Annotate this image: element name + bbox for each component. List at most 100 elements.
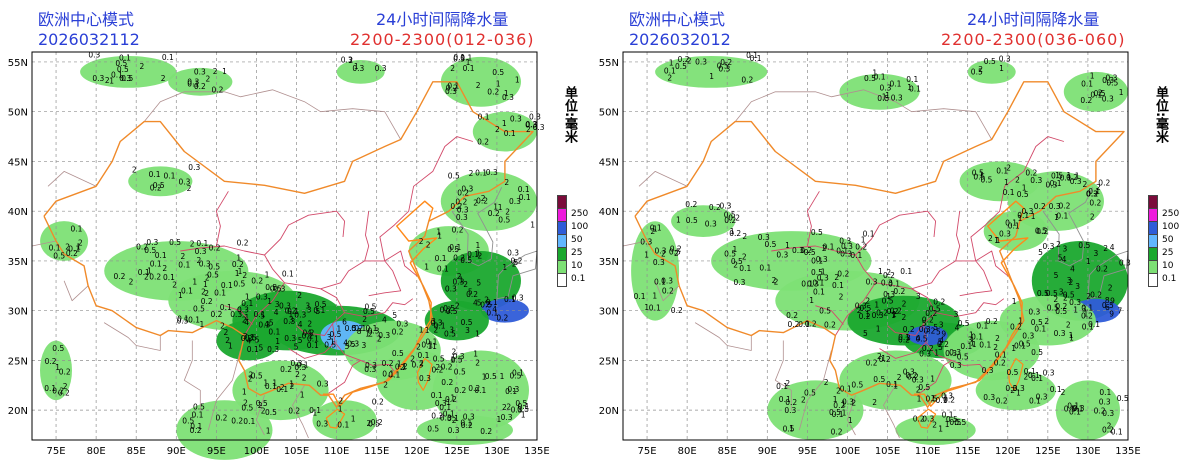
station-value: 1 <box>272 378 277 387</box>
station-value: 0.5 <box>446 307 458 316</box>
station-value: 2 <box>475 359 480 368</box>
station-value: 0.5 <box>1047 303 1059 312</box>
station-value: 1 <box>397 360 402 369</box>
station-value: 0.3 <box>368 327 380 336</box>
station-value: 2 <box>161 74 166 83</box>
valid-period: 2200-2300(012-036) <box>350 30 535 49</box>
station-value: 0.2 <box>670 245 682 254</box>
station-value: 0.3 <box>950 361 962 370</box>
station-value: 5 <box>351 340 356 349</box>
station-value: 1 <box>907 83 912 92</box>
station-value: 0.5 <box>1051 172 1063 181</box>
station-value: 0.1 <box>190 422 202 431</box>
precip-area <box>440 250 521 311</box>
lon-tick-label: 120E <box>995 446 1020 457</box>
lon-tick-label: 85E <box>718 446 737 457</box>
station-value: 0.1 <box>475 168 487 177</box>
station-value: 0.2 <box>211 310 223 319</box>
station-value: 0.1 <box>1008 221 1020 230</box>
station-value: 0.1 <box>313 306 325 315</box>
station-value: 2 <box>476 81 481 90</box>
precip-area <box>655 56 768 88</box>
station-value: 5 <box>1038 248 1043 257</box>
station-value: 0.1 <box>1081 304 1093 313</box>
station-value: 0.1 <box>254 310 266 319</box>
station-value: 2 <box>144 273 149 282</box>
valid-period: 2200-2300(036-060) <box>941 30 1126 49</box>
station-value: 0.1 <box>443 410 455 419</box>
legend-label: 10 <box>571 261 583 271</box>
station-value: 0.3 <box>445 285 457 294</box>
station-value: 1 <box>289 380 294 389</box>
province-border <box>180 245 285 336</box>
station-value: 0.5 <box>182 417 194 426</box>
station-value: 0.2 <box>913 414 925 423</box>
station-value: 0.2 <box>59 368 71 377</box>
station-value: 0.2 <box>785 398 797 407</box>
lat-tick-label: 25N <box>599 356 619 367</box>
station-value: 0.3 <box>982 366 994 375</box>
station-value: 0.2 <box>1055 302 1067 311</box>
station-value: 1 <box>354 62 359 71</box>
station-value: 0.2 <box>440 305 452 314</box>
station-value: 0.1 <box>1050 179 1062 188</box>
station-value: 5 <box>477 298 482 307</box>
precip-area <box>999 295 1096 346</box>
station-value: 0.3 <box>502 93 514 102</box>
station-value: 2 <box>181 252 186 261</box>
country-border <box>798 350 832 431</box>
station-value: 0.5 <box>52 344 64 353</box>
station-value: 1 <box>917 395 922 404</box>
station-value: 1 <box>275 337 280 346</box>
station-value: 0.2 <box>859 312 871 321</box>
station-value: 2 <box>478 252 483 261</box>
station-value: 0.1 <box>812 279 824 288</box>
station-value: 0.1 <box>996 167 1008 176</box>
station-value: 2 <box>426 241 431 250</box>
station-value: 0.5 <box>1094 89 1106 98</box>
station-value: 0.1 <box>823 243 835 252</box>
station-value: 3 <box>1063 245 1068 254</box>
station-value: 0.5 <box>492 68 504 77</box>
station-value: 2 <box>1010 386 1015 395</box>
station-value: 5 <box>863 329 868 338</box>
station-value: 0.3 <box>347 340 359 349</box>
station-value: 2 <box>667 74 672 83</box>
station-value: 1 <box>1011 344 1016 353</box>
station-value: 1 <box>265 270 270 279</box>
station-value: 0.5 <box>427 425 439 434</box>
station-value: 0.1 <box>1028 371 1040 380</box>
station-value: 2 <box>865 297 870 306</box>
station-value: 0.3 <box>267 345 279 354</box>
province-border <box>264 210 346 256</box>
station-value: 0.2 <box>925 309 937 318</box>
station-value: 5 <box>933 323 938 332</box>
station-value: 0.3 <box>983 393 995 402</box>
station-value: 0.5 <box>177 317 189 326</box>
lat-tick-label: 25N <box>8 356 28 367</box>
station-value: 0.2 <box>662 286 674 295</box>
station-value: 0.1 <box>382 369 394 378</box>
station-value: 0.2 <box>1090 291 1102 300</box>
station-value: 0.3 <box>179 178 191 187</box>
station-value: 0.3 <box>776 250 788 259</box>
station-value: 0.2 <box>685 200 697 209</box>
station-value: 3 <box>275 300 280 309</box>
station-value: 0.5 <box>1064 405 1076 414</box>
station-value: 0.1 <box>177 315 189 324</box>
station-value: 1 <box>930 374 935 383</box>
station-value: 2 <box>295 370 300 379</box>
station-value: 0.3 <box>1049 202 1061 211</box>
station-value: 0.1 <box>71 225 83 234</box>
station-value: 0.5 <box>918 383 930 392</box>
station-value: 2 <box>162 264 167 273</box>
station-value: 3 <box>954 310 959 319</box>
station-value: 2 <box>1096 183 1101 192</box>
station-value: 0.2 <box>52 386 64 395</box>
station-value: 0.2 <box>1025 169 1037 178</box>
station-value: 2 <box>1063 294 1068 303</box>
station-value: 2 <box>742 252 747 261</box>
station-value: 0.5 <box>724 249 736 258</box>
station-value: 0.3 <box>352 64 364 73</box>
station-value: 0.2 <box>216 413 228 422</box>
